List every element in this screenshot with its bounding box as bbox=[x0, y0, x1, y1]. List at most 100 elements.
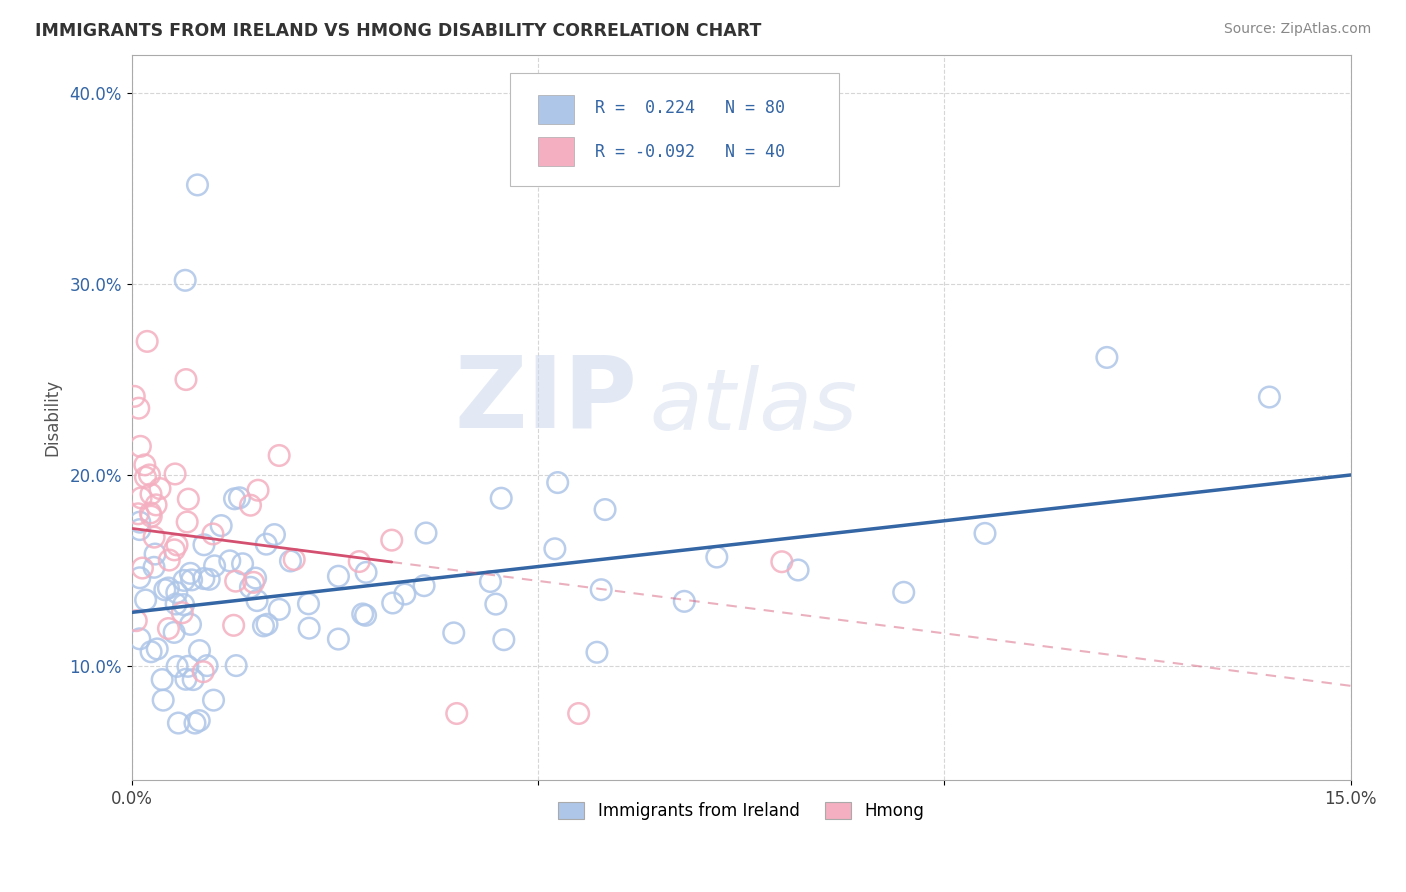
Point bbox=[128, 515, 150, 529]
Point bbox=[153, 582, 176, 597]
Point bbox=[138, 467, 160, 482]
Legend: Immigrants from Ireland, Hmong: Immigrants from Ireland, Hmong bbox=[551, 795, 931, 826]
Point bbox=[297, 597, 319, 611]
Point bbox=[544, 541, 567, 556]
Point bbox=[180, 573, 202, 587]
Point bbox=[204, 558, 226, 573]
Point bbox=[225, 574, 247, 588]
Point bbox=[239, 498, 262, 512]
Point bbox=[136, 334, 159, 349]
Point bbox=[706, 549, 728, 564]
Point bbox=[167, 716, 190, 731]
Point bbox=[443, 626, 465, 640]
Point bbox=[188, 714, 211, 728]
Point bbox=[163, 542, 186, 557]
Point bbox=[177, 492, 200, 507]
Point bbox=[246, 593, 269, 607]
Point bbox=[354, 608, 377, 623]
Point bbox=[181, 673, 204, 687]
Point bbox=[173, 598, 195, 612]
Point bbox=[280, 554, 302, 568]
Point bbox=[193, 665, 215, 679]
Point bbox=[228, 491, 250, 505]
Point bbox=[198, 572, 221, 586]
Point bbox=[122, 389, 145, 403]
FancyBboxPatch shape bbox=[537, 95, 574, 124]
Point bbox=[128, 632, 150, 646]
Point bbox=[150, 673, 173, 687]
Point bbox=[224, 491, 246, 506]
Point bbox=[125, 614, 148, 628]
Point bbox=[446, 706, 468, 721]
Point bbox=[586, 645, 609, 659]
Point bbox=[134, 458, 156, 472]
Point bbox=[166, 585, 188, 599]
Point bbox=[593, 502, 616, 516]
Point bbox=[298, 621, 321, 635]
Point bbox=[129, 491, 152, 505]
Point bbox=[152, 693, 174, 707]
Point bbox=[328, 569, 350, 583]
Text: R =  0.224   N = 80: R = 0.224 N = 80 bbox=[595, 99, 785, 117]
Point bbox=[673, 594, 696, 608]
Point bbox=[128, 523, 150, 537]
Text: R = -0.092   N = 40: R = -0.092 N = 40 bbox=[595, 143, 785, 161]
Point bbox=[591, 582, 613, 597]
Point bbox=[269, 602, 291, 616]
Point bbox=[256, 617, 278, 632]
Point bbox=[139, 506, 162, 520]
Point bbox=[193, 538, 215, 552]
Point bbox=[165, 597, 187, 611]
Point bbox=[254, 537, 277, 551]
Point bbox=[146, 642, 169, 657]
Point bbox=[157, 581, 180, 595]
Point bbox=[145, 498, 167, 512]
Point bbox=[225, 658, 247, 673]
FancyBboxPatch shape bbox=[509, 73, 839, 186]
Y-axis label: Disability: Disability bbox=[44, 379, 60, 457]
Point bbox=[242, 575, 264, 590]
Point bbox=[173, 574, 195, 588]
Point bbox=[547, 475, 569, 490]
Point bbox=[128, 401, 150, 416]
Point bbox=[770, 555, 793, 569]
Point bbox=[176, 515, 198, 529]
Point bbox=[492, 632, 515, 647]
FancyBboxPatch shape bbox=[537, 137, 574, 166]
Point bbox=[893, 585, 915, 599]
Point bbox=[143, 560, 166, 574]
Point bbox=[974, 526, 997, 541]
Point bbox=[163, 625, 186, 640]
Point bbox=[354, 566, 377, 580]
Text: Source: ZipAtlas.com: Source: ZipAtlas.com bbox=[1223, 22, 1371, 37]
Point bbox=[177, 659, 200, 673]
Point bbox=[174, 373, 197, 387]
Point bbox=[568, 706, 591, 721]
Point bbox=[413, 579, 436, 593]
Point bbox=[186, 178, 208, 192]
Point bbox=[209, 518, 232, 533]
Point bbox=[381, 596, 404, 610]
Point bbox=[247, 483, 270, 498]
Point bbox=[139, 487, 162, 501]
Point bbox=[1258, 390, 1281, 404]
Point bbox=[174, 673, 197, 687]
Point bbox=[157, 553, 180, 567]
Point bbox=[352, 607, 374, 621]
Point bbox=[166, 659, 188, 673]
Point bbox=[129, 439, 152, 453]
Point bbox=[193, 572, 215, 586]
Point bbox=[157, 622, 180, 636]
Point bbox=[188, 643, 211, 657]
Point bbox=[166, 538, 188, 552]
Point bbox=[201, 527, 224, 541]
Point bbox=[222, 618, 245, 632]
Point bbox=[479, 574, 502, 589]
Point bbox=[485, 597, 508, 611]
Point bbox=[252, 619, 274, 633]
Point bbox=[128, 571, 150, 585]
Point bbox=[415, 526, 437, 541]
Point bbox=[149, 482, 172, 496]
Text: IMMIGRANTS FROM IRELAND VS HMONG DISABILITY CORRELATION CHART: IMMIGRANTS FROM IRELAND VS HMONG DISABIL… bbox=[35, 22, 762, 40]
Point bbox=[179, 617, 201, 632]
